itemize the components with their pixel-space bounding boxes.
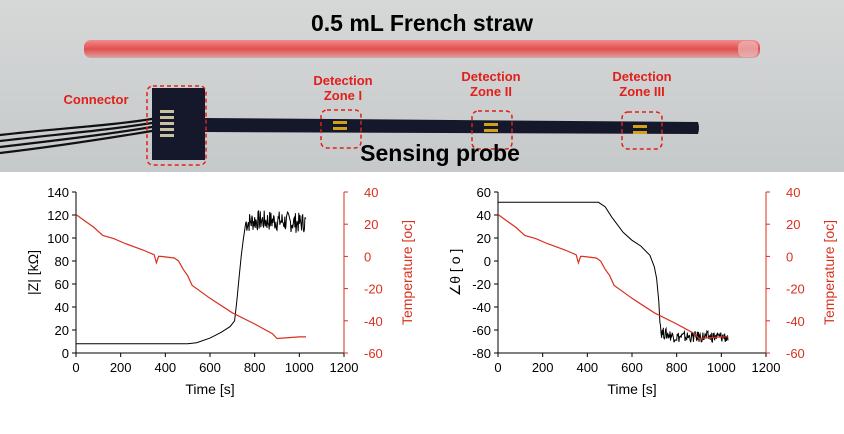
y2-tick-label: -20 [364, 282, 383, 297]
french-straw [84, 40, 760, 58]
x-tick-label: 600 [199, 360, 221, 375]
y2-tick-label: -40 [364, 314, 383, 329]
y2-tick-label: 40 [364, 185, 378, 200]
x-tick-label: 800 [244, 360, 266, 375]
zone-2-label: Detection Zone II [448, 69, 534, 99]
zone-1-label-line1: Detection [313, 73, 373, 88]
x-tick-label: 1000 [285, 360, 314, 375]
y-tick-label: 40 [55, 300, 69, 315]
y-tick-label: 60 [55, 277, 69, 292]
zone-3-label-line2: Zone III [619, 84, 665, 99]
y2-tick-label: -60 [364, 346, 383, 361]
zone-1-highlight-box [320, 109, 362, 149]
y-tick-label: 20 [477, 231, 491, 246]
y-tick-label: 60 [477, 185, 491, 200]
connector-pins [160, 110, 174, 137]
y-tick-label: 40 [477, 208, 491, 223]
y2-tick-label: 40 [786, 185, 800, 200]
y-tick-label: 0 [62, 346, 69, 361]
y-axis-label: ∠θ [ o ] [447, 249, 463, 297]
y-tick-label: 80 [55, 254, 69, 269]
zone-3-label-line1: Detection [612, 69, 672, 84]
x-tick-label: 0 [72, 360, 79, 375]
zone-2-label-line1: Detection [461, 69, 521, 84]
x-tick-label: 1000 [707, 360, 736, 375]
y2-tick-label: 0 [786, 249, 793, 264]
x-tick-label: 400 [576, 360, 598, 375]
x-tick-label: 0 [494, 360, 501, 375]
zone-2-highlight-box [471, 110, 513, 150]
y2-axis-label: Temperature [oc] [399, 220, 415, 325]
y-tick-label: -20 [472, 277, 491, 292]
x-axis-label: Time [s] [607, 381, 656, 397]
primary-series-line [498, 201, 729, 343]
temperature-series-line [75, 214, 306, 340]
primary-series-line [76, 209, 307, 345]
zone-2-label-line2: Zone II [470, 84, 512, 99]
x-tick-label: 200 [532, 360, 554, 375]
x-tick-label: 200 [110, 360, 132, 375]
x-tick-label: 1200 [330, 360, 359, 375]
y-tick-label: 20 [55, 323, 69, 338]
y2-tick-label: -60 [786, 346, 805, 361]
electrode-zone-1 [333, 121, 347, 130]
straw-end-plug [738, 41, 758, 57]
temperature-series-line [497, 214, 728, 340]
y2-tick-label: -20 [786, 282, 805, 297]
y2-tick-label: 20 [786, 217, 800, 232]
probe-photo [0, 0, 844, 172]
impedance-magnitude-chart: 0 200 400 600 800 1000 1200020406080100120140-… [25, 185, 415, 397]
y-tick-label: -40 [472, 300, 491, 315]
electrode-zone-3 [633, 125, 647, 134]
y2-axis-label: Temperature [oc] [821, 220, 837, 325]
y-axis-label: |Z| [kΩ] [25, 250, 41, 295]
phase-angle-chart: 0 200 400 600 800 1000 1200-80-60-40-200204060… [447, 185, 837, 397]
x-tick-label: 600 [621, 360, 643, 375]
y2-tick-label: -40 [786, 314, 805, 329]
probe-label: Sensing probe [360, 140, 520, 166]
photo-background [0, 0, 844, 172]
zone-3-highlight-box [621, 111, 663, 150]
y-tick-label: 120 [47, 208, 69, 223]
probe-cables [0, 116, 159, 155]
x-tick-label: 800 [666, 360, 688, 375]
y-tick-label: 100 [47, 231, 69, 246]
x-tick-label: 1200 [752, 360, 781, 375]
y-tick-label: 0 [484, 254, 491, 269]
zone-1-label-line2: Zone I [323, 88, 363, 103]
y2-tick-label: 0 [364, 249, 371, 264]
straw-title: 0.5 mL French straw [311, 10, 533, 36]
electrode-zone-2 [484, 123, 498, 132]
y2-tick-label: 20 [364, 217, 378, 232]
zone-3-label: Detection Zone III [599, 69, 685, 99]
connector-label: Connector [63, 92, 129, 107]
connector-highlight-box [146, 85, 207, 166]
zone-1-label: Detection Zone I [300, 73, 386, 103]
probe-board [152, 88, 699, 160]
y-tick-label: 140 [47, 185, 69, 200]
x-tick-label: 400 [154, 360, 176, 375]
x-axis-label: Time [s] [185, 381, 234, 397]
y-tick-label: -60 [472, 323, 491, 338]
y-tick-label: -80 [472, 346, 491, 361]
